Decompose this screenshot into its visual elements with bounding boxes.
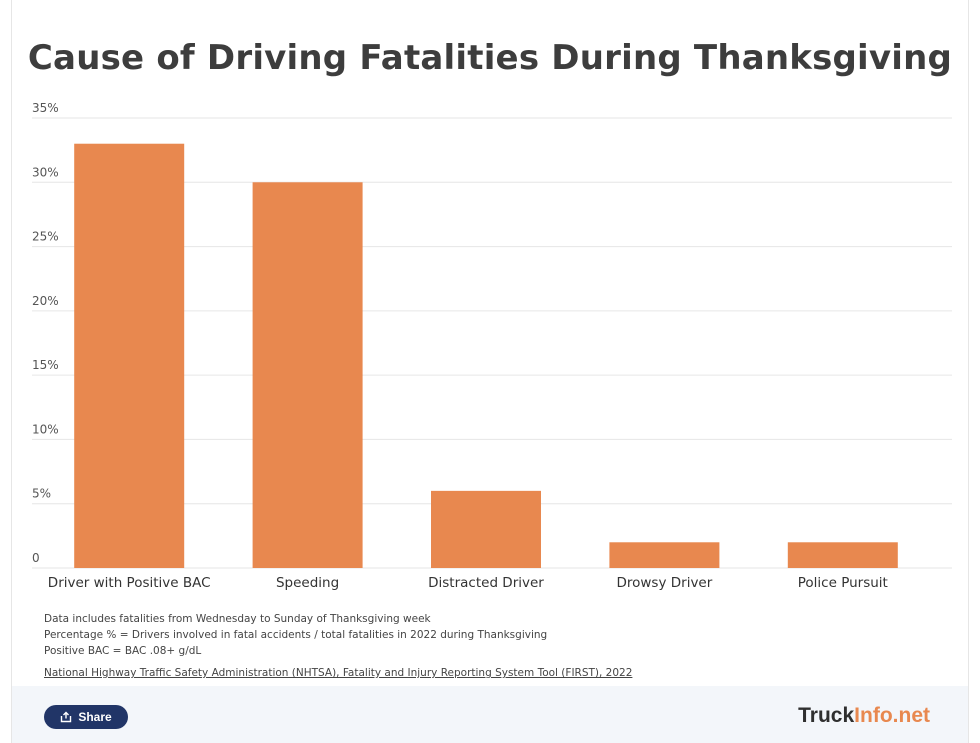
brand-accent: Info.net: [854, 704, 930, 727]
bar[interactable]: [609, 542, 720, 568]
y-tick-label: 0: [32, 551, 40, 565]
share-label: Share: [78, 710, 112, 724]
bar[interactable]: [787, 542, 898, 568]
bar[interactable]: [74, 143, 185, 568]
share-button[interactable]: Share: [44, 705, 128, 729]
x-category-label: Drowsy Driver: [616, 575, 712, 591]
x-category-label: Driver with Positive BAC: [48, 575, 211, 591]
brand-primary: Truck: [798, 704, 855, 727]
bar[interactable]: [431, 490, 541, 568]
brand-logo[interactable]: TruckInfo.net: [798, 704, 930, 728]
bar[interactable]: [252, 182, 363, 569]
footer-bar: Share TruckInfo.net: [12, 686, 968, 743]
x-category-label: Police Pursuit: [798, 575, 888, 591]
chart-notes: Data includes fatalities from Wednesday …: [44, 611, 944, 659]
y-tick-label: 20%: [32, 294, 59, 308]
chart-card: Cause of Driving Fatalities During Thank…: [11, 0, 969, 743]
y-tick-label: 10%: [32, 422, 59, 436]
share-icon: [61, 711, 72, 723]
note-line: Data includes fatalities from Wednesday …: [44, 613, 431, 625]
y-tick-label: 30%: [32, 165, 59, 179]
y-tick-label: 35%: [32, 101, 59, 115]
x-category-label: Speeding: [276, 575, 339, 591]
source-link[interactable]: National Highway Traffic Safety Administ…: [44, 667, 633, 679]
note-line: Positive BAC = BAC .08+ g/dL: [44, 645, 202, 657]
x-category-label: Distracted Driver: [428, 575, 544, 591]
y-tick-label: 25%: [32, 230, 59, 244]
y-tick-label: 5%: [32, 487, 51, 501]
y-tick-label: 15%: [32, 358, 59, 372]
bar-chart: 0 5% 10% 15% 20% 25% 30% 35% Driver with Positiv…: [32, 101, 952, 591]
note-line: Percentage % = Drivers involved in fatal…: [44, 629, 548, 641]
chart-title: Cause of Driving Fatalities During Thank…: [27, 38, 953, 78]
